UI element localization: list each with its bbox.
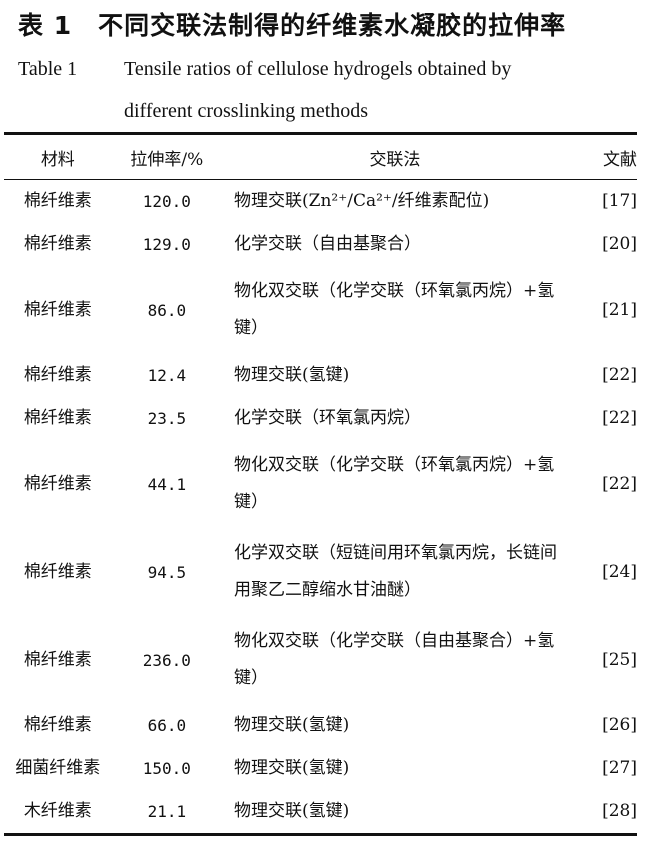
cell-material: 棉纤维素 <box>23 473 92 494</box>
cell-tensile: 12.4 <box>147 366 187 385</box>
cell-method: 物化双交联（化学交联（自由基聚合）+氢键） <box>234 631 555 688</box>
cell-ref: [26] <box>602 715 637 735</box>
cell-tensile: 66.0 <box>147 716 187 735</box>
header-method: 交联法 <box>369 149 421 170</box>
table-row: 棉纤维素 236.0 物化双交联（化学交联（自由基聚合）+氢键） [25] <box>4 616 637 704</box>
cell-material: 棉纤维素 <box>23 715 92 735</box>
table-row: 木纤维素 21.1 物理交联(氢键) [28] <box>4 790 637 835</box>
table-row: 棉纤维素 120.0 物理交联(Zn²⁺/Ca²⁺/纤维素配位) [17] <box>4 180 637 224</box>
table-row: 棉纤维素 12.4 物理交联(氢键) [22] <box>4 354 637 397</box>
cell-ref: [28] <box>602 801 637 821</box>
cell-tensile: 120.0 <box>142 192 191 211</box>
title-en-line2: different crosslinking methods <box>124 100 369 122</box>
cell-ref: [22] <box>602 408 637 428</box>
cell-material: 棉纤维素 <box>23 561 92 582</box>
table-title-en: Table 1 Tensile ratios of cellulose hydro… <box>18 48 511 132</box>
header-tensile: 拉伸率/% <box>130 149 204 170</box>
cell-material: 细菌纤维素 <box>15 758 101 778</box>
header-material: 材料 <box>40 149 75 170</box>
cell-ref: [27] <box>602 758 637 778</box>
data-table: 材料 拉伸率/% 交联法 文献 棉纤维素 120.0 物理交联(Zn²⁺/Ca²⁺/… <box>4 132 637 836</box>
cell-ref: [20] <box>602 234 637 254</box>
title-en-line1: Tensile ratios of cellulose hydrogels ob… <box>124 58 512 80</box>
cell-method: 物理交联(Zn²⁺/Ca²⁺/纤维素配位) <box>234 191 490 211</box>
table-row: 棉纤维素 23.5 化学交联（环氧氯丙烷） [22] <box>4 397 637 440</box>
cell-material: 棉纤维素 <box>23 191 92 211</box>
cell-tensile: 150.0 <box>142 759 191 778</box>
cell-material: 棉纤维素 <box>23 299 92 320</box>
cell-tensile: 129.0 <box>142 235 191 254</box>
cell-tensile: 236.0 <box>142 650 191 670</box>
table-row: 棉纤维素 66.0 物理交联(氢键) [26] <box>4 704 637 747</box>
cell-method: 化学交联（环氧氯丙烷） <box>234 408 422 428</box>
cell-ref: [22] <box>602 473 637 494</box>
table-title-cn: 表 1 不同交联法制得的纤维素水凝胶的拉伸率 <box>18 11 567 40</box>
cell-method: 物理交联(氢键) <box>234 758 350 778</box>
cell-method: 物理交联(氢键) <box>234 715 350 735</box>
cell-tensile: 94.5 <box>147 562 187 582</box>
cell-material: 棉纤维素 <box>23 408 92 428</box>
cell-ref: [25] <box>602 649 637 670</box>
cell-tensile: 44.1 <box>147 474 187 494</box>
table-label-en: Table 1 <box>18 58 78 80</box>
cell-material: 棉纤维素 <box>23 365 92 385</box>
cell-ref: [22] <box>602 365 637 385</box>
cell-material: 木纤维素 <box>23 801 92 821</box>
header-row: 材料 拉伸率/% 交联法 文献 <box>4 133 637 180</box>
cell-material: 棉纤维素 <box>23 234 92 254</box>
cell-ref: [24] <box>602 561 637 582</box>
cell-tensile: 23.5 <box>147 409 187 428</box>
table-row: 细菌纤维素 150.0 物理交联(氢键) [27] <box>4 747 637 790</box>
header-ref: 文献 <box>603 149 637 170</box>
cell-ref: [21] <box>602 299 637 320</box>
cell-material: 棉纤维素 <box>23 649 92 670</box>
table-row: 棉纤维素 86.0 物化双交联（化学交联（环氧氯丙烷）+氢键） [21] <box>4 266 637 354</box>
cell-ref: [17] <box>602 191 637 211</box>
table-row: 棉纤维素 129.0 化学交联（自由基聚合） [20] <box>4 223 637 266</box>
cell-method: 物化双交联（化学交联（环氧氯丙烷）+氢键） <box>234 455 555 512</box>
table-row: 棉纤维素 94.5 化学双交联（短链间用环氧氯丙烷，长链间用聚乙二醇缩水甘油醚） [2… <box>4 528 637 616</box>
cell-tensile: 21.1 <box>147 802 187 821</box>
cell-method: 物理交联(氢键) <box>234 365 350 385</box>
cell-method: 物化双交联（化学交联（环氧氯丙烷）+氢键） <box>234 281 555 338</box>
cell-method: 化学双交联（短链间用环氧氯丙烷，长链间用聚乙二醇缩水甘油醚） <box>234 543 558 600</box>
cell-tensile: 86.0 <box>147 300 187 320</box>
table-row: 棉纤维素 44.1 物化双交联（化学交联（环氧氯丙烷）+氢键） [22] <box>4 440 637 528</box>
cell-method: 物理交联(氢键) <box>234 801 350 821</box>
cell-method: 化学交联（自由基聚合） <box>234 234 422 254</box>
